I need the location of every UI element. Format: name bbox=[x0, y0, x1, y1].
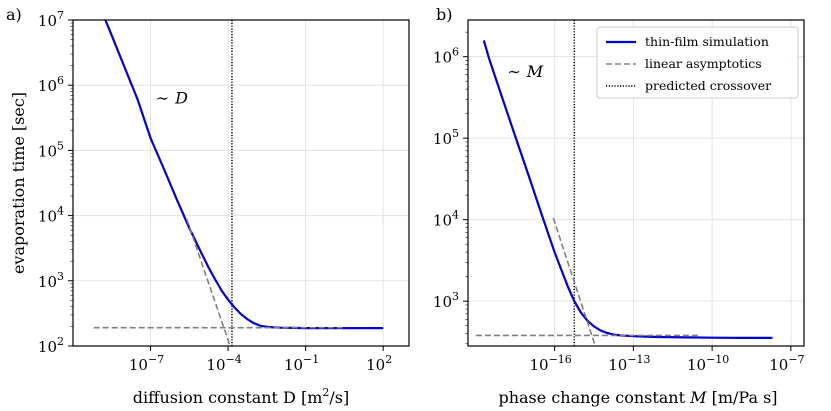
legend-box bbox=[596, 26, 799, 99]
panel-b-y-tick-label: 104 bbox=[433, 209, 459, 230]
panel-a-x-tick-label: 10−7 bbox=[129, 353, 164, 374]
panel-b-x-tick-label: 10−13 bbox=[608, 353, 650, 374]
panel-a-annotation-prefix: ∼ bbox=[156, 88, 169, 107]
panel-b-annotation-prefix: ∼ bbox=[507, 62, 520, 81]
panel-a-ticks: 10−7 10−4 10−1 102 102 103 104 105 106 107 bbox=[38, 9, 392, 374]
panel-a-annotation: ∼ D bbox=[156, 88, 188, 107]
panel-a-y-tick-label: 107 bbox=[38, 9, 64, 30]
panel-b-series-asymptotic-1 bbox=[552, 217, 597, 346]
panel-a-series bbox=[93, 20, 384, 346]
panel-b-x-axis-label: phase change constant M [m/Pa s] bbox=[498, 388, 777, 407]
panel-a-annotation-symbol: D bbox=[174, 88, 188, 107]
panel-b-frame bbox=[467, 19, 805, 347]
legend-entry-crossover: predicted crossover bbox=[645, 78, 771, 93]
panel-b-y-tick-label: 105 bbox=[433, 127, 459, 148]
panel-a-label: a) bbox=[6, 5, 22, 24]
panel-a-x-axis-label: diffusion constant D [m2/s] bbox=[133, 386, 349, 407]
legend-entry-simulation: thin-film simulation bbox=[645, 34, 769, 49]
panel-a-y-tick-label: 103 bbox=[38, 270, 64, 291]
panel-a-series-asymptotic-1 bbox=[185, 218, 231, 346]
panel-b-annotation-symbol: M bbox=[526, 62, 544, 81]
legend-entry-asymptotics: linear asymptotics bbox=[645, 56, 762, 71]
panel-a-y-tick-label: 106 bbox=[38, 74, 64, 95]
panel-a-x-tick-label: 102 bbox=[366, 353, 392, 374]
panel-b-ticks: 10−16 10−13 10−10 10−7 103 104 105 106 bbox=[433, 31, 805, 374]
panel-b-series bbox=[475, 20, 773, 346]
panel-a-series-simulation bbox=[104, 20, 384, 330]
panel-a-frame bbox=[72, 19, 410, 347]
panel-b-x-tick-label: 10−16 bbox=[529, 353, 571, 374]
panel-b-label: b) bbox=[436, 5, 452, 24]
panel-b-x-tick-label: 10−10 bbox=[687, 353, 729, 374]
panel-a-y-axis-label: evaporation time [sec] bbox=[9, 92, 28, 274]
panel-a-x-tick-label: 10−4 bbox=[206, 353, 241, 374]
legend: thin-film simulation linear asymptotics … bbox=[596, 26, 799, 99]
panel-a-x-tick-label: 10−1 bbox=[284, 353, 319, 374]
panel-a-y-tick-label: 104 bbox=[38, 205, 64, 226]
panel-b-annotation: ∼ M bbox=[507, 62, 543, 81]
panel-a-grid bbox=[73, 19, 409, 347]
panel-b-series-simulation bbox=[482, 40, 773, 339]
panel-b-x-tick-label: 10−7 bbox=[769, 353, 804, 374]
panel-a-y-tick-label: 105 bbox=[38, 139, 64, 160]
panel-a-y-tick-label: 102 bbox=[38, 335, 64, 356]
panel-b-y-tick-label: 103 bbox=[433, 290, 459, 311]
panel-b-y-tick-label: 106 bbox=[433, 46, 459, 67]
